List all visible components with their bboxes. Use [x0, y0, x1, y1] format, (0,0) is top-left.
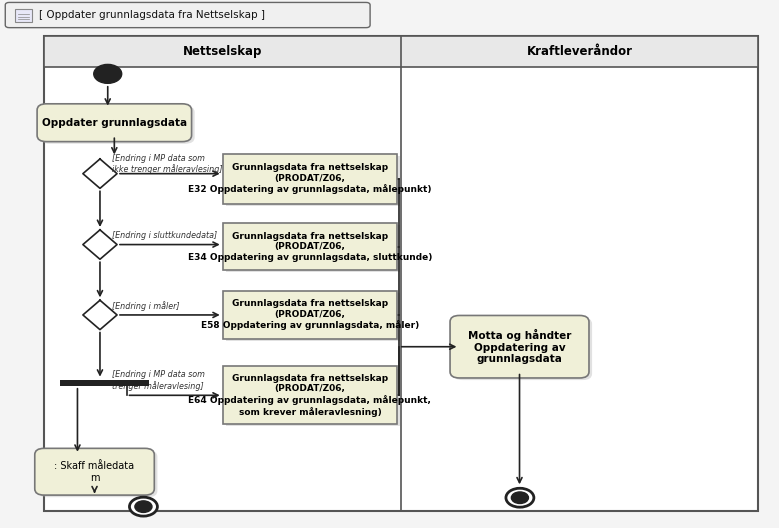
Text: Grunnlagsdata fra nettselskap
(PRODAT/Z06,
E58 Oppdatering av grunnlagsdata, mål: Grunnlagsdata fra nettselskap (PRODAT/Z0… [201, 299, 419, 331]
Polygon shape [83, 230, 117, 259]
Text: : Skaff måledata
m: : Skaff måledata m [55, 461, 135, 483]
Text: [Endring i MP data som
trenger måleravlesing]: [Endring i MP data som trenger måleravle… [111, 370, 204, 391]
Text: Grunnlagsdata fra nettselskap
(PRODAT/Z06,
E34 Oppdatering av grunnlagsdata, slu: Grunnlagsdata fra nettselskap (PRODAT/Z0… [188, 232, 432, 261]
Text: Kraftleveråndor: Kraftleveråndor [527, 45, 633, 58]
Polygon shape [83, 159, 117, 188]
Circle shape [506, 488, 534, 507]
Bar [223, 154, 397, 204]
Bar [223, 223, 397, 270]
Bar [16, 9, 33, 22]
FancyBboxPatch shape [37, 104, 192, 142]
Bar [226, 156, 400, 206]
Text: [ Oppdater grunnlagsdata fra Nettselskap ]: [ Oppdater grunnlagsdata fra Nettselskap… [39, 10, 265, 20]
Text: [Endring i sluttkundedata]: [Endring i sluttkundedata] [111, 231, 217, 240]
Bar [223, 366, 397, 424]
Bar [226, 225, 400, 272]
Circle shape [93, 64, 122, 83]
Text: Grunnlagsdata fra nettselskap
(PRODAT/Z06,
E64 Oppdatering av grunnlagsdata, mål: Grunnlagsdata fra nettselskap (PRODAT/Z0… [189, 374, 432, 417]
Polygon shape [83, 300, 117, 329]
Text: Oppdater grunnlagsdata: Oppdater grunnlagsdata [42, 118, 187, 128]
FancyBboxPatch shape [38, 450, 157, 497]
FancyBboxPatch shape [450, 315, 589, 378]
FancyBboxPatch shape [5, 3, 370, 27]
FancyBboxPatch shape [35, 448, 154, 495]
Circle shape [135, 501, 152, 513]
Text: [Endring i MP data som
ikke trenger måleravlesing]: [Endring i MP data som ikke trenger måle… [111, 154, 222, 174]
Bar [60, 380, 149, 386]
Text: Grunnlagsdata fra nettselskap
(PRODAT/Z06,
E32 Oppdatering av grunnlagsdata, mål: Grunnlagsdata fra nettselskap (PRODAT/Z0… [189, 163, 432, 194]
Text: [Endring i måler]: [Endring i måler] [111, 301, 179, 311]
FancyBboxPatch shape [41, 106, 195, 144]
Bar [226, 294, 400, 341]
Text: Nettselskap: Nettselskap [183, 45, 263, 58]
Circle shape [511, 492, 528, 504]
Text: Motta og håndter
Oppdatering av
grunnlagsdata: Motta og håndter Oppdatering av grunnlag… [468, 329, 571, 364]
FancyBboxPatch shape [453, 317, 592, 380]
Bar [223, 291, 397, 338]
Circle shape [129, 497, 157, 516]
Bar [44, 35, 758, 67]
Bar [226, 369, 400, 426]
